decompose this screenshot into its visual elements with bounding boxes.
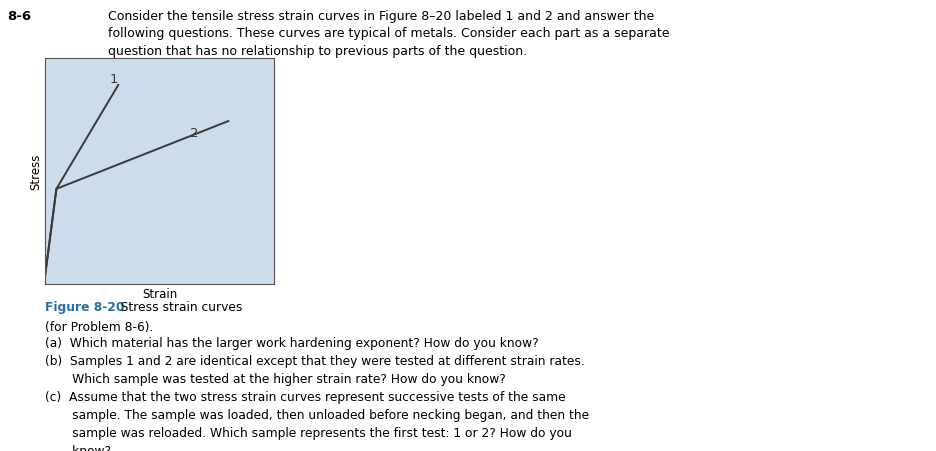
- Text: 2: 2: [190, 127, 198, 139]
- Text: Stress strain curves: Stress strain curves: [113, 300, 242, 313]
- Y-axis label: Stress: Stress: [29, 153, 42, 189]
- Text: 8-6: 8-6: [7, 10, 32, 23]
- Text: (for Problem 8-6).: (for Problem 8-6).: [45, 320, 154, 333]
- Text: Consider the tensile stress strain curves in Figure 8–20 labeled 1 and 2 and ans: Consider the tensile stress strain curve…: [108, 10, 669, 58]
- Text: Figure 8-20: Figure 8-20: [45, 300, 124, 313]
- Text: (a)  Which material has the larger work hardening exponent? How do you know?
(b): (a) Which material has the larger work h…: [45, 336, 589, 451]
- X-axis label: Strain: Strain: [142, 287, 177, 300]
- Text: 1: 1: [110, 73, 118, 85]
